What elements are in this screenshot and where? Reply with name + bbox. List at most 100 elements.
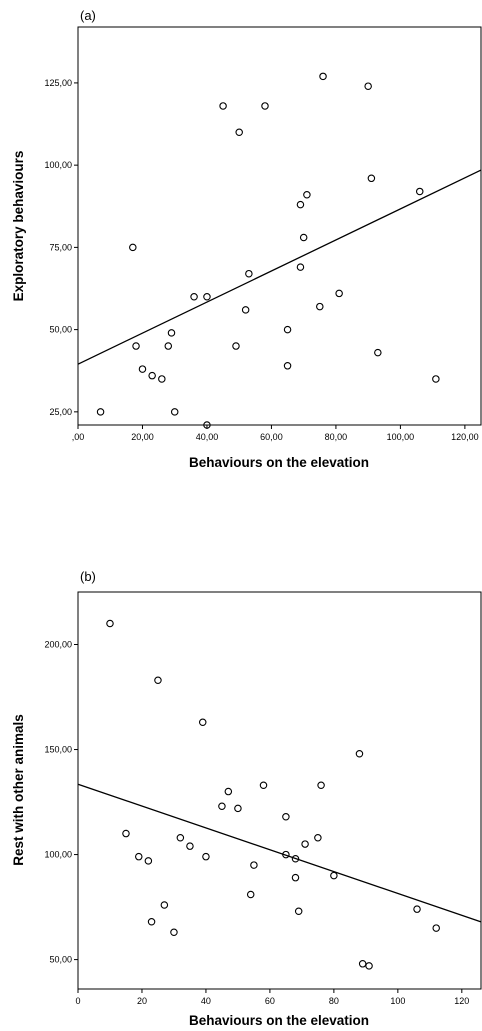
data-point <box>138 365 147 373</box>
data-point <box>364 82 372 90</box>
data-point <box>218 802 226 811</box>
data-point <box>96 408 105 416</box>
y-tick-label: 50,00 <box>49 955 72 965</box>
data-point <box>235 128 243 137</box>
data-point <box>202 852 210 861</box>
y-tick-label: 50,00 <box>49 325 72 335</box>
data-point <box>413 905 421 913</box>
data-point <box>158 375 166 383</box>
data-point <box>261 102 269 110</box>
data-point <box>319 72 327 81</box>
regression-line <box>77 783 482 923</box>
y-tick-label: 125,00 <box>44 78 72 88</box>
data-point <box>203 292 211 301</box>
x-tick-label: 100 <box>390 996 405 1006</box>
scatter-chart-a: (a) ,00 20,00 40,00 60,00 80,00 100,00 120,00 2… <box>11 8 482 470</box>
x-tick-label: 80 <box>329 996 339 1006</box>
x-tick-label: 120 <box>454 996 469 1006</box>
y-axis-title-a: Exploratory behaviours <box>11 151 26 302</box>
data-point <box>291 873 300 882</box>
data-point <box>170 928 178 937</box>
plot-frame-a <box>77 26 482 426</box>
data-point <box>170 408 179 416</box>
y-axis-title-b: Rest with other animals <box>11 714 26 866</box>
data-point <box>160 901 169 909</box>
y-tick-label: 75,00 <box>49 242 72 252</box>
data-point <box>219 102 227 110</box>
data-point <box>246 890 255 899</box>
ticks-b: 0 20 40 60 80 100 120 50,00 100,00 150,00 200,00 <box>44 640 469 1006</box>
ticks-a: ,00 20,00 40,00 60,00 80,00 100,00 120,00 25,00… <box>44 78 478 442</box>
data-point <box>203 421 211 429</box>
data-point <box>234 804 242 813</box>
data-point <box>303 191 311 199</box>
data-point <box>259 781 268 789</box>
data-point <box>283 325 292 334</box>
data-point <box>317 781 325 789</box>
data-point <box>282 813 290 821</box>
data-point <box>283 362 292 370</box>
y-tick-label: 100,00 <box>44 160 72 170</box>
data-point <box>330 871 338 880</box>
data-point <box>198 718 207 726</box>
data-point <box>250 861 258 869</box>
data-point <box>129 243 137 252</box>
data-point <box>301 840 309 848</box>
points-a <box>96 72 440 429</box>
x-tick-label: 60 <box>265 996 275 1006</box>
data-point <box>282 850 290 859</box>
fit-line-a-group <box>77 169 482 365</box>
scatter-chart-b: (b) 0 20 40 60 80 100 120 50,00 100,00 150,00 200,… <box>11 569 482 1028</box>
data-point <box>432 924 440 932</box>
x-tick-label: 120,00 <box>451 432 479 442</box>
fit-line-b-group <box>77 783 482 923</box>
data-point <box>132 342 140 350</box>
x-axis-title-a: Behaviours on the elevation <box>189 455 369 470</box>
x-tick-label: 20 <box>137 996 147 1006</box>
y-tick-label: 25,00 <box>49 407 72 417</box>
data-point <box>299 233 308 242</box>
data-point <box>358 960 367 968</box>
data-point <box>294 907 303 916</box>
data-point <box>415 187 424 196</box>
data-point <box>176 834 185 842</box>
data-point <box>232 342 240 350</box>
points-b <box>106 619 440 970</box>
data-point <box>224 787 233 796</box>
y-tick-label: 150,00 <box>44 745 72 755</box>
data-point <box>241 306 250 314</box>
x-tick-label: 40,00 <box>196 432 219 442</box>
data-point <box>154 676 162 684</box>
data-point <box>296 263 305 271</box>
data-point <box>432 375 440 383</box>
plot-frame-b <box>77 591 482 990</box>
data-point <box>314 834 322 842</box>
data-point <box>355 749 364 758</box>
data-point <box>164 342 173 350</box>
panel-label-b: (b) <box>80 569 96 584</box>
data-point <box>106 619 114 628</box>
data-point <box>167 329 176 337</box>
data-point <box>335 289 343 298</box>
data-point <box>374 348 382 357</box>
x-axis-title-b: Behaviours on the elevation <box>189 1013 369 1028</box>
data-point <box>122 829 130 838</box>
y-tick-label: 200,00 <box>44 640 72 650</box>
panel-label-a: (a) <box>80 8 96 23</box>
data-point <box>135 852 143 861</box>
x-tick-label: ,00 <box>72 432 85 442</box>
data-point <box>365 962 373 970</box>
data-point <box>147 918 156 926</box>
y-tick-label: 100,00 <box>44 850 72 860</box>
x-tick-label: 60,00 <box>260 432 283 442</box>
x-tick-label: 100,00 <box>387 432 415 442</box>
data-point <box>245 269 253 278</box>
data-point <box>296 200 305 209</box>
data-point <box>144 857 153 865</box>
data-point <box>291 855 300 863</box>
data-point <box>148 371 156 380</box>
x-tick-label: 80,00 <box>325 432 348 442</box>
data-point <box>190 292 198 301</box>
regression-line <box>77 169 482 365</box>
x-tick-label: 20,00 <box>131 432 154 442</box>
